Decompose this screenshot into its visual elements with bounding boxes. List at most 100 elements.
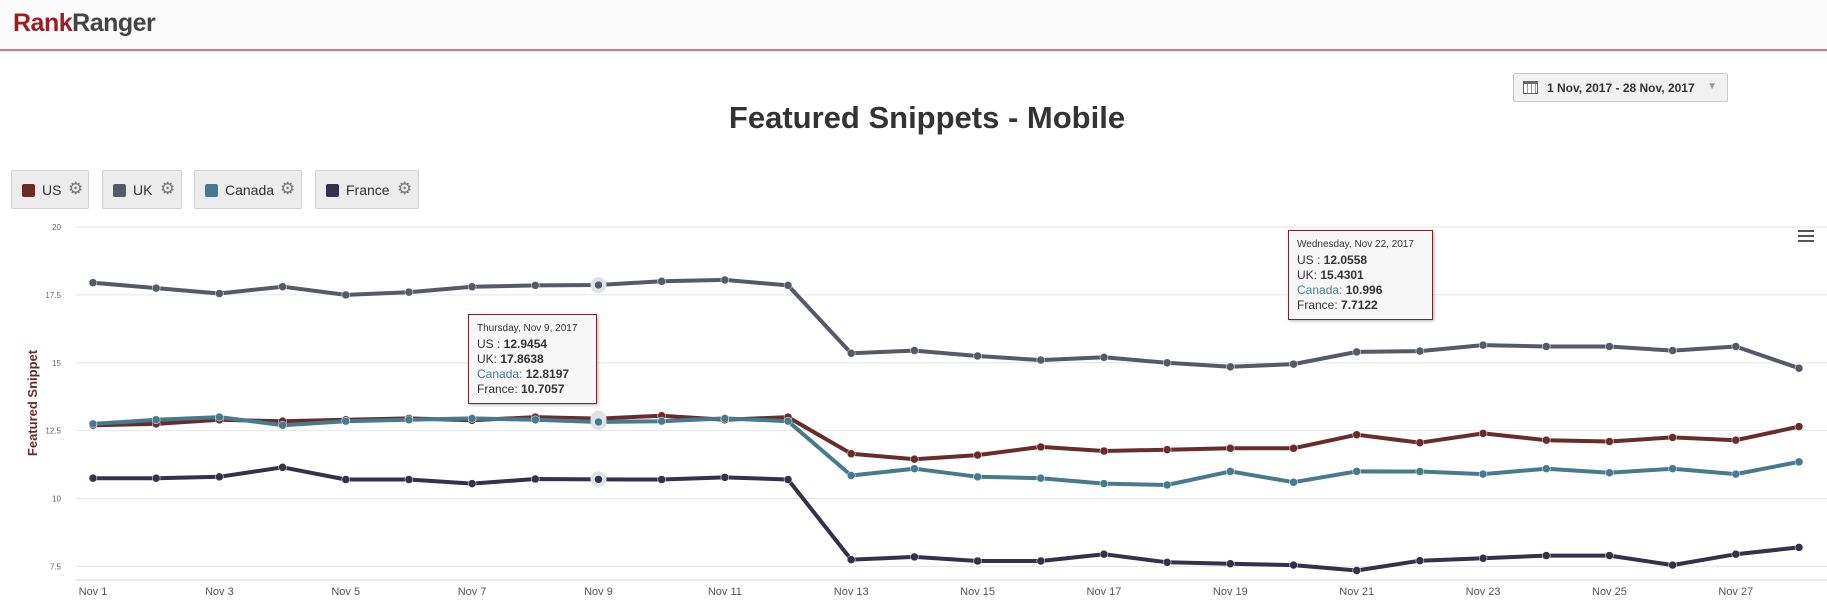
data-point-uk[interactable]	[657, 277, 666, 286]
data-point-canada[interactable]	[215, 412, 224, 422]
data-point-france[interactable]	[1731, 549, 1741, 559]
data-point-us[interactable]	[910, 454, 919, 464]
data-point-france[interactable]	[278, 463, 287, 472]
data-point-france[interactable]	[1099, 549, 1109, 559]
data-point-france[interactable]	[720, 473, 730, 482]
data-point-us[interactable]	[1036, 442, 1046, 452]
data-point-uk[interactable]	[1794, 363, 1804, 373]
data-point-uk[interactable]	[783, 281, 793, 290]
data-point-us[interactable]	[973, 450, 982, 460]
data-point-us[interactable]	[1352, 430, 1361, 439]
data-point-uk[interactable]	[531, 281, 540, 290]
data-point-us[interactable]	[1289, 444, 1298, 453]
data-point-canada[interactable]	[151, 415, 161, 425]
data-point-uk[interactable]	[1226, 362, 1235, 372]
data-point-canada[interactable]	[1036, 473, 1046, 483]
data-point-france[interactable]	[1289, 560, 1298, 570]
gear-icon[interactable]: ⚙	[397, 179, 413, 198]
data-point-france[interactable]	[846, 555, 856, 564]
rankranger-logo[interactable]: RankRanger	[13, 9, 156, 38]
data-point-france[interactable]	[1226, 559, 1235, 568]
data-point-france[interactable]	[1036, 556, 1046, 566]
data-point-canada[interactable]	[278, 420, 287, 430]
data-point-uk[interactable]	[1605, 342, 1614, 351]
data-point-canada[interactable]	[1668, 464, 1677, 473]
data-point-uk[interactable]	[1036, 355, 1046, 365]
data-point-france[interactable]	[1605, 551, 1614, 560]
data-point-us[interactable]	[1478, 429, 1488, 438]
data-point-canada[interactable]	[467, 414, 477, 423]
data-point-uk[interactable]	[973, 351, 982, 361]
data-point-canada[interactable]	[594, 417, 603, 427]
data-point-france[interactable]	[1352, 566, 1361, 575]
data-point-us[interactable]	[1415, 438, 1425, 447]
data-point-canada[interactable]	[910, 464, 919, 473]
data-point-uk[interactable]	[1352, 347, 1361, 357]
data-point-uk[interactable]	[278, 282, 287, 291]
chart-points[interactable]	[88, 275, 1804, 575]
data-point-us[interactable]	[1731, 435, 1741, 445]
data-point-france[interactable]	[973, 556, 982, 566]
data-point-uk[interactable]	[404, 287, 414, 297]
date-range-picker[interactable]: 1 Nov, 2017 - 28 Nov, 2017 ▼	[1513, 73, 1728, 102]
data-point-uk[interactable]	[846, 349, 856, 358]
data-point-us[interactable]	[1542, 435, 1551, 445]
data-point-france[interactable]	[1794, 543, 1804, 552]
data-point-uk[interactable]	[1731, 342, 1741, 351]
data-point-uk[interactable]	[910, 346, 919, 355]
data-point-france[interactable]	[341, 475, 350, 484]
data-point-us[interactable]	[846, 449, 856, 458]
data-point-us[interactable]	[1794, 422, 1804, 431]
data-point-canada[interactable]	[1352, 467, 1361, 476]
data-point-uk[interactable]	[215, 289, 224, 298]
data-point-us[interactable]	[1162, 445, 1172, 454]
data-point-france[interactable]	[783, 475, 793, 484]
data-point-us[interactable]	[1668, 433, 1677, 442]
data-point-uk[interactable]	[1289, 359, 1298, 369]
data-point-us[interactable]	[1226, 444, 1235, 453]
data-point-france[interactable]	[594, 475, 603, 484]
data-point-canada[interactable]	[1794, 457, 1804, 467]
data-point-canada[interactable]	[1731, 469, 1741, 479]
data-point-uk[interactable]	[1478, 340, 1488, 350]
data-point-france[interactable]	[1668, 560, 1677, 570]
data-point-canada[interactable]	[720, 414, 730, 423]
gear-icon[interactable]: ⚙	[68, 179, 84, 198]
data-point-canada[interactable]	[1478, 469, 1488, 479]
data-point-canada[interactable]	[657, 416, 666, 426]
data-point-canada[interactable]	[783, 416, 793, 426]
legend-item-uk[interactable]: UK ⚙	[102, 170, 182, 209]
data-point-uk[interactable]	[1415, 346, 1425, 356]
data-point-canada[interactable]	[1415, 467, 1425, 476]
data-point-canada[interactable]	[1605, 468, 1614, 477]
data-point-france[interactable]	[151, 473, 161, 483]
data-point-canada[interactable]	[341, 416, 350, 426]
data-point-france[interactable]	[88, 473, 98, 483]
data-point-us[interactable]	[1099, 446, 1109, 456]
data-point-france[interactable]	[1162, 558, 1172, 567]
data-point-france[interactable]	[467, 479, 477, 488]
data-point-france[interactable]	[1415, 556, 1425, 565]
data-point-canada[interactable]	[1289, 477, 1298, 487]
data-point-uk[interactable]	[1099, 353, 1109, 362]
data-point-uk[interactable]	[88, 278, 98, 287]
gear-icon[interactable]: ⚙	[160, 179, 176, 198]
data-point-canada[interactable]	[88, 419, 98, 429]
data-point-france[interactable]	[910, 552, 919, 562]
data-point-canada[interactable]	[404, 415, 414, 425]
data-point-uk[interactable]	[151, 283, 161, 293]
data-point-france[interactable]	[657, 475, 666, 484]
data-point-france[interactable]	[1478, 554, 1488, 563]
data-point-uk[interactable]	[341, 290, 350, 300]
legend-item-us[interactable]: US ⚙	[11, 170, 89, 209]
data-point-uk[interactable]	[594, 280, 603, 290]
data-point-us[interactable]	[1605, 437, 1614, 446]
chart-menu-icon[interactable]	[1798, 230, 1814, 244]
data-point-canada[interactable]	[531, 415, 540, 425]
gear-icon[interactable]: ⚙	[280, 179, 296, 198]
legend-item-france[interactable]: France ⚙	[315, 170, 419, 209]
data-point-canada[interactable]	[1099, 479, 1109, 488]
data-point-canada[interactable]	[1162, 480, 1172, 490]
data-point-uk[interactable]	[1668, 346, 1677, 355]
data-point-france[interactable]	[215, 472, 224, 482]
